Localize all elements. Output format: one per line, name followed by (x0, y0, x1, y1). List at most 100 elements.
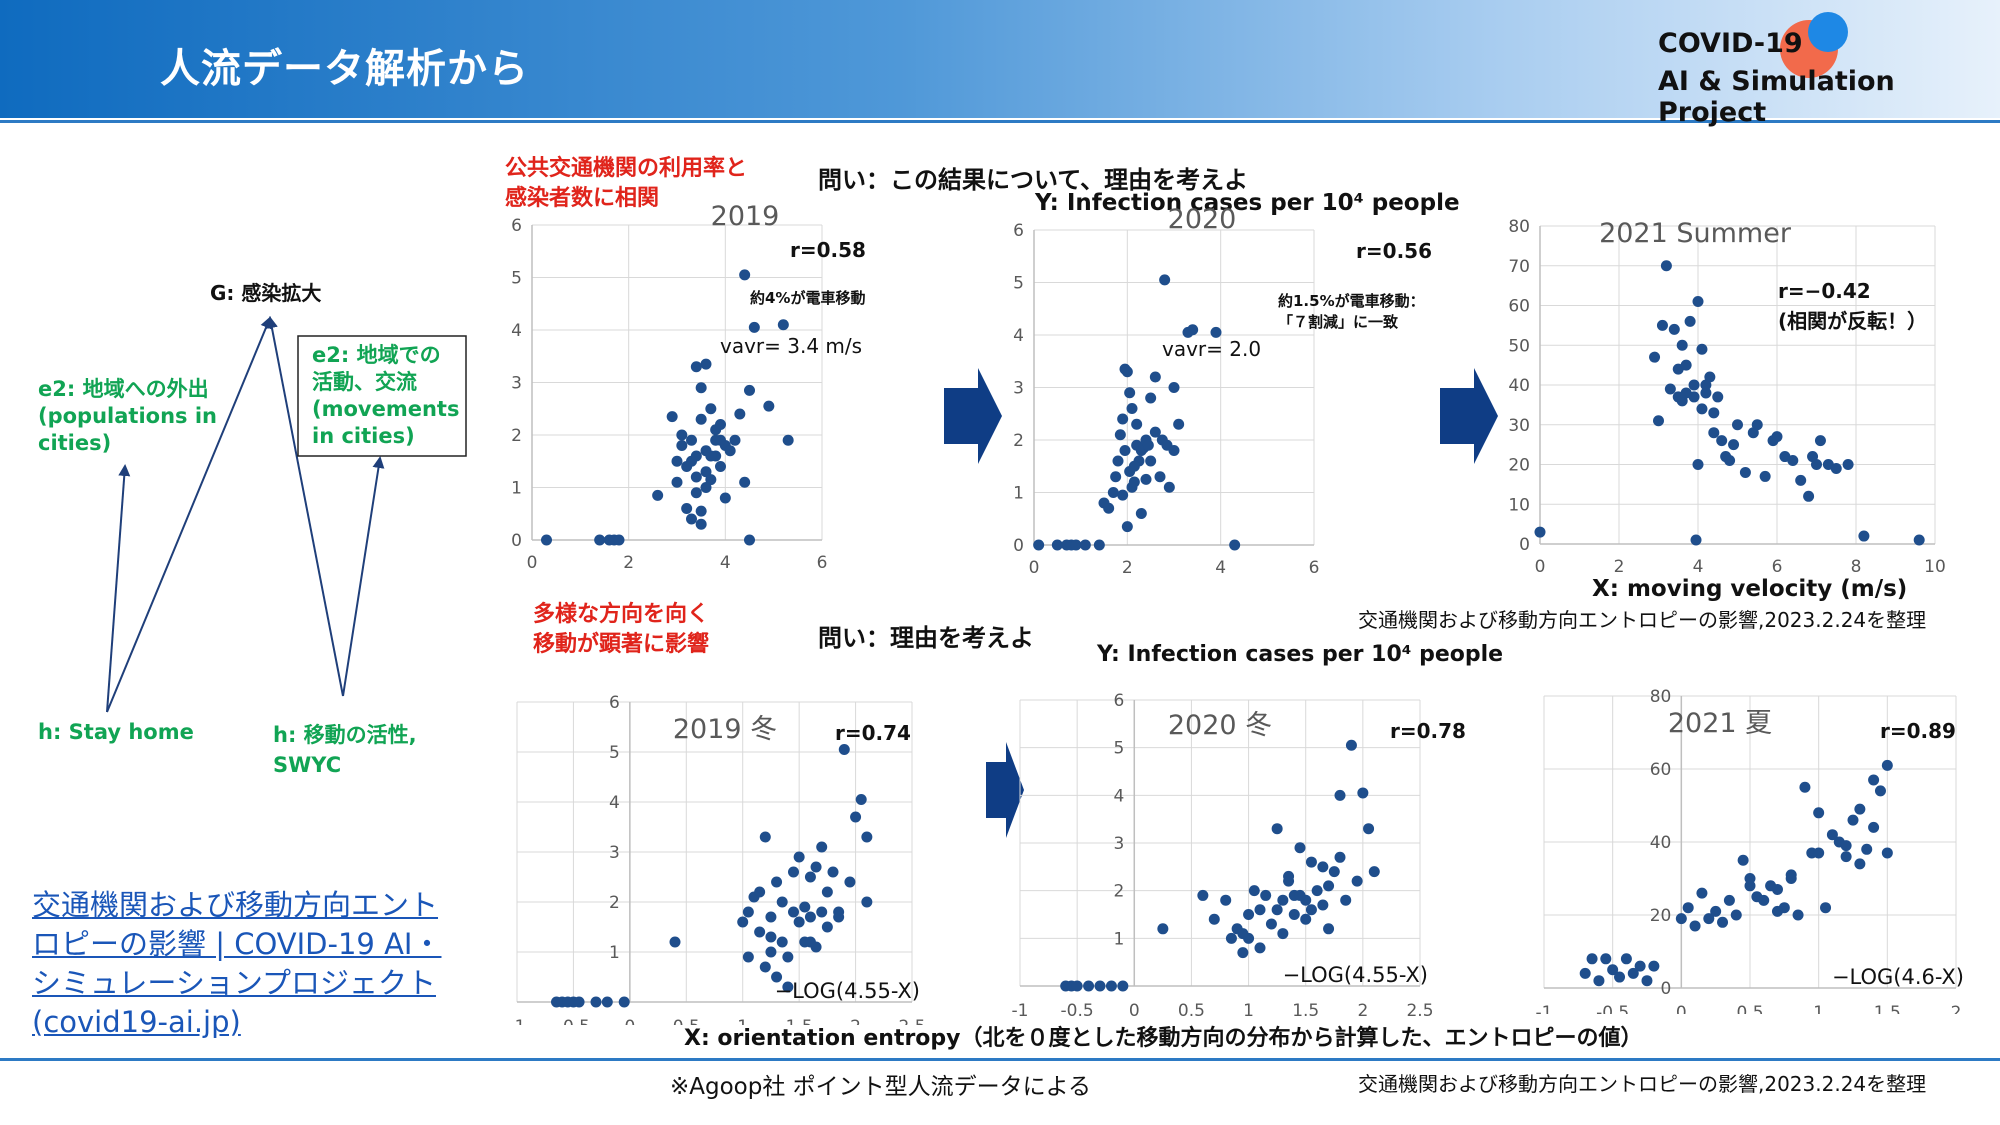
data-point (1317, 861, 1329, 873)
top-x-caption: X: moving velocity (m/s) (1592, 576, 1908, 602)
data-point (1237, 928, 1249, 940)
data-point (695, 518, 707, 530)
source-link[interactable]: 交通機関および移動方向エントロピーの影響 | COVID-19 AI・シミュレー… (32, 888, 442, 1039)
top-y-caption: Y: Infection cases per 10⁴ people (1035, 190, 1460, 216)
data-point (1105, 980, 1117, 992)
data-point (1656, 319, 1668, 331)
data-point (1334, 851, 1346, 863)
data-point (1830, 462, 1842, 474)
chart-title: 2020 (1168, 208, 1237, 235)
data-point (855, 794, 867, 805)
y-tick-label: 0 (1661, 979, 1672, 999)
bottom-y-caption: Y: Infection cases per 10⁴ people (1097, 642, 1504, 667)
data-point (541, 534, 552, 546)
chart-2020: 0 1 2 3 4 5 6 0 2 4 6 2020 r=0.56 約1.5%が電車移動： 「７割減」に一致… (1013, 208, 1432, 578)
data-point (1712, 391, 1724, 403)
data-point (1771, 905, 1783, 917)
data-point (1357, 787, 1369, 799)
data-point (1110, 471, 1122, 483)
x-tick-label: -0.5 (1596, 1003, 1629, 1014)
plot-area: 0 10 20 30 40 50 60 70 80 0 2 4 6 8 10 (1508, 217, 1945, 577)
data-point (1803, 490, 1815, 502)
x-tick-label: 0.5 (673, 1017, 700, 1025)
data-point (782, 951, 794, 963)
data-point (1676, 339, 1688, 351)
data-point (810, 861, 822, 873)
data-point (1311, 885, 1323, 897)
y-tick-label: 4 (1113, 786, 1124, 806)
data-point (1283, 875, 1295, 887)
chart-annotation: r=0.56 (1356, 239, 1432, 263)
causal-diagram (106, 316, 467, 713)
chart-2019: 0 1 2 3 4 5 6 0 2 4 6 2019 r=0.58 約4%が電車移動 vavr= 3.4 m… (511, 205, 866, 573)
data-point (1079, 539, 1091, 551)
data-point (1157, 923, 1169, 935)
data-point (1684, 315, 1696, 327)
data-point (1294, 842, 1306, 854)
data-point (1627, 967, 1639, 979)
y-tick-label: 30 (1508, 416, 1530, 436)
chart-annotation: (相関が反転！） (1778, 309, 1927, 333)
y-tick-label: 60 (1650, 760, 1672, 780)
data-point (1131, 418, 1143, 430)
y-tick-label: 0 (511, 531, 522, 551)
data-point (777, 319, 789, 331)
footer-source-note: 交通機関および移動方向エントロピーの影響,2023.2.24を整理 (1358, 1072, 1927, 1096)
data-point (690, 361, 702, 373)
e2-activity-box (297, 335, 467, 457)
e2-outing-line-1: e2: 地域への外出 (38, 377, 209, 401)
data-point (1168, 382, 1180, 393)
data-point (1317, 899, 1329, 911)
data-point (729, 434, 741, 446)
data-point (1703, 913, 1715, 925)
data-point (1620, 953, 1632, 965)
chart-title: 2021 Summer (1599, 218, 1792, 249)
chart-annotation: r=0.89 (1880, 719, 1956, 743)
y-tick-label: 0 (1519, 535, 1530, 555)
data-point (816, 906, 828, 918)
data-point (715, 434, 726, 446)
y-tick-label: 40 (1650, 833, 1672, 853)
plot-area: 1 2 3 4 5 6 -1 -0.5 0 0.5 1 1.5 2 2.5 (1012, 691, 1434, 1021)
chart-annotation: r=−0.42 (1778, 279, 1871, 303)
y-tick-label: 3 (511, 374, 522, 394)
data-point (744, 384, 755, 396)
h-stay-home-label: h: Stay home (38, 720, 194, 744)
data-point (719, 492, 731, 504)
data-point (1265, 918, 1277, 930)
data-point (1680, 359, 1692, 371)
data-point (1168, 445, 1180, 456)
data-point (821, 886, 833, 898)
data-point (1785, 873, 1797, 884)
data-point (1759, 470, 1771, 482)
data-point (850, 811, 862, 823)
y-tick-label: 5 (609, 743, 620, 763)
data-point (1243, 909, 1255, 920)
y-tick-label: 5 (1013, 274, 1024, 294)
x-tick-label: 2 (623, 553, 634, 573)
arrow-move-to-e2-act (342, 456, 385, 697)
data-point (1600, 953, 1612, 965)
data-point (765, 911, 777, 923)
data-point (1126, 403, 1138, 414)
data-point (695, 382, 707, 394)
y-tick-label: 1 (1113, 929, 1124, 949)
data-point (1732, 419, 1743, 431)
data-point (1112, 455, 1124, 467)
data-point (590, 996, 602, 1008)
y-tick-label: 40 (1508, 376, 1530, 396)
data-point (1744, 873, 1756, 884)
data-point (1328, 866, 1340, 878)
y-tick-label: 20 (1508, 456, 1530, 476)
data-point (804, 871, 816, 883)
data-point (1173, 418, 1185, 430)
data-point (788, 906, 799, 918)
data-point (1688, 391, 1700, 403)
y-tick-label: 5 (1113, 739, 1124, 759)
x-tick-label: 1 (1813, 1003, 1824, 1014)
data-point (1614, 971, 1626, 983)
data-point (1149, 426, 1161, 438)
x-tick-label: 10 (1924, 557, 1946, 577)
y-tick-label: 60 (1508, 297, 1530, 317)
data-point (1128, 460, 1140, 472)
